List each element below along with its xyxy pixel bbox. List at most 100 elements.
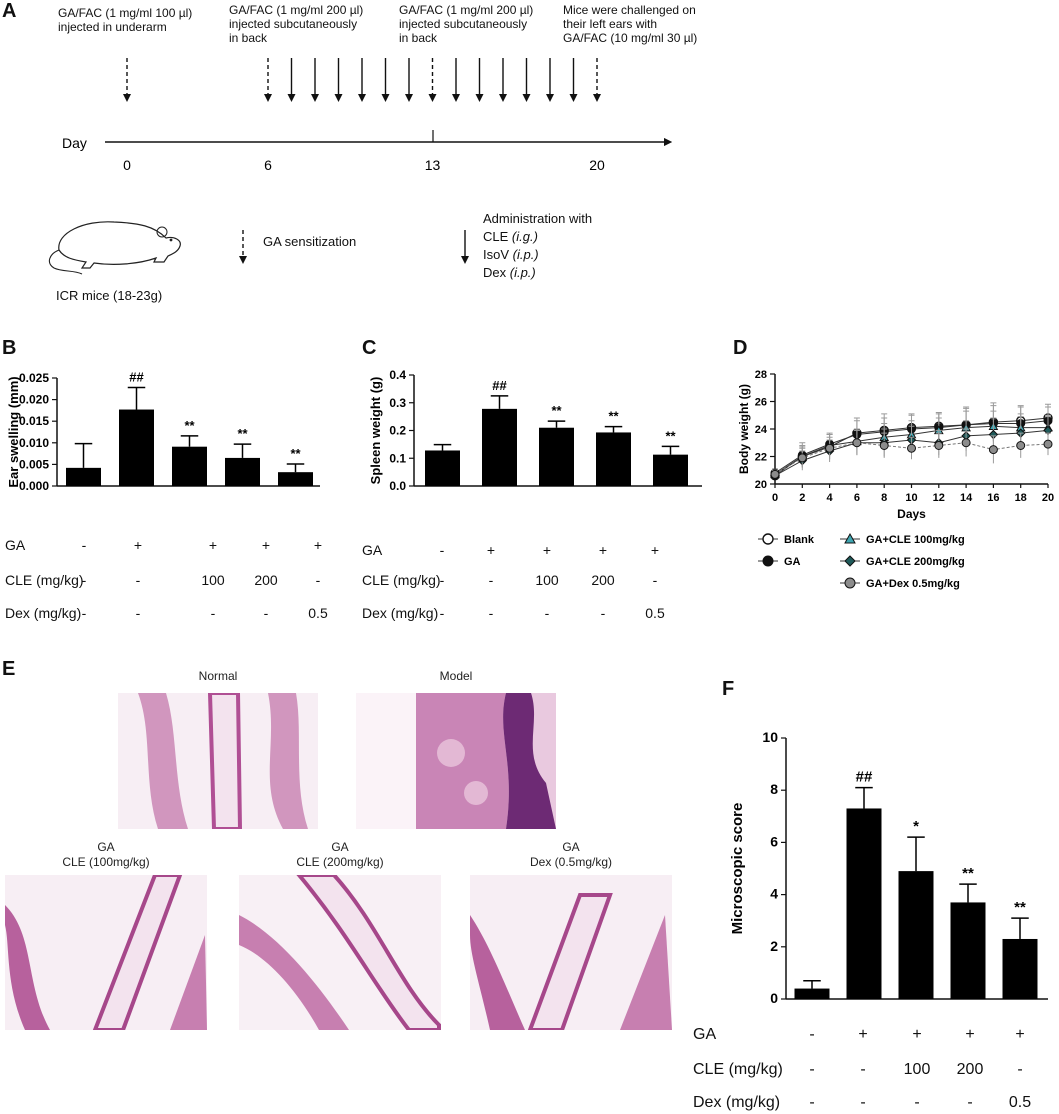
cond-dex-value: -: [967, 1094, 973, 1111]
cond-ga-value: +: [313, 537, 323, 553]
y-tick-label: 22: [755, 452, 767, 464]
legend-label: GA+CLE 200mg/kg: [866, 556, 965, 568]
timeline-day-label: Day: [62, 135, 87, 151]
cond-cle-value: -: [1017, 1061, 1023, 1078]
legend-item: GA: [758, 555, 801, 568]
administration-arrow: [475, 58, 484, 102]
cond-dex-value: -: [914, 1094, 920, 1111]
significance-label: ##: [129, 370, 144, 385]
y-axis-title: Microscopic score: [729, 803, 746, 935]
x-tick-label: 14: [960, 492, 973, 504]
cond-dex-value: -: [81, 605, 87, 621]
bar: [653, 454, 688, 486]
y-tick-label: 6: [770, 833, 778, 849]
legend-label: GA: [784, 556, 801, 568]
cond-row-label-ga: GA: [693, 1026, 717, 1043]
x-tick-label: 6: [854, 492, 860, 504]
admin-drug-name: IsoV: [483, 247, 510, 262]
administration-arrow: [334, 58, 343, 102]
data-point: [825, 443, 835, 453]
cond-dex-value: -: [809, 1094, 815, 1111]
series-line: [774, 442, 1049, 475]
significance-label: **: [237, 426, 248, 441]
significance-label: **: [608, 409, 619, 424]
bar: [898, 871, 934, 999]
x-tick-label: 20: [1042, 492, 1054, 504]
significance-label: **: [665, 428, 676, 443]
cond-dex-value: -: [544, 605, 550, 621]
x-tick-label: 2: [799, 492, 805, 504]
data-point: [1016, 441, 1026, 450]
cond-ga-value: +: [486, 542, 496, 558]
y-tick-label: 28: [755, 369, 767, 381]
bar: [950, 902, 986, 999]
cond-ga-value: +: [1015, 1026, 1025, 1043]
significance-label: **: [184, 418, 195, 433]
significance-label: **: [962, 865, 974, 882]
y-tick-label: 0.0: [389, 479, 406, 493]
x-tick-label: 18: [1015, 492, 1027, 504]
cond-row-label-ga: GA: [362, 542, 383, 558]
administration-arrow: [522, 58, 531, 102]
cond-cle-value: -: [135, 572, 141, 588]
cond-dex-value: -: [488, 605, 494, 621]
micrograph-dex: [470, 875, 672, 1030]
admin-drug-name: Dex: [483, 265, 507, 280]
x-tick-label: 8: [881, 492, 887, 504]
data-point: [988, 445, 998, 455]
x-tick-label: 10: [905, 492, 917, 504]
timeline-note-day0: GA/FAC (1 mg/ml 100 µl) injected in unde…: [58, 6, 193, 34]
data-point: [961, 438, 971, 448]
cond-cle-value: -: [81, 572, 87, 588]
histology-caption-dex: GA Dex (0.5mg/kg): [529, 840, 613, 869]
cond-row-label-cle: CLE (mg/kg): [5, 572, 84, 588]
legend-admin-item-cle: CLE (i.g.): [483, 229, 538, 244]
legend-solid-arrow: [461, 230, 469, 264]
cond-cle-value: 100: [201, 572, 225, 588]
y-tick-label: 0.2: [389, 424, 406, 438]
sensitization-arrow: [428, 58, 437, 102]
bar: [225, 457, 260, 486]
data-point: [797, 453, 807, 463]
sensitization-arrow: [264, 58, 272, 102]
cond-row-label-ga: GA: [5, 537, 26, 553]
bar: [1002, 938, 1038, 999]
legend-item: GA+CLE 100mg/kg: [840, 532, 965, 546]
admin-route: (i.p.): [512, 247, 539, 262]
administration-arrow: [358, 58, 366, 102]
cond-row-label-cle: CLE (mg/kg): [693, 1061, 783, 1078]
bar: [172, 446, 207, 486]
cond-ga-value: +: [598, 542, 608, 558]
cond-ga-value: +: [208, 537, 218, 553]
bar: [794, 988, 830, 999]
timeline-day-tick: 6: [264, 157, 272, 173]
administration-arrow: [287, 58, 296, 102]
legend-label: GA+Dex 0.5mg/kg: [866, 578, 960, 590]
y-tick-label: 0.005: [19, 457, 49, 471]
y-axis-title: Body weight (g): [737, 384, 751, 474]
administration-arrow: [452, 58, 460, 102]
cond-dex-value: -: [439, 605, 445, 621]
panel-label-b: B: [2, 337, 17, 359]
bar: [66, 467, 101, 486]
panel-label-a: A: [2, 0, 17, 22]
y-tick-label: 0: [770, 990, 778, 1006]
y-tick-label: 24: [755, 424, 768, 436]
y-tick-label: 0.020: [19, 393, 49, 407]
timeline-note-day13: GA/FAC (1 mg/ml 200 µl) injected subcuta…: [399, 3, 534, 45]
mouse-illustration: [48, 221, 181, 275]
cond-cle-value: -: [315, 572, 321, 588]
significance-label: **: [1014, 899, 1026, 916]
histology-caption-model: Model: [439, 669, 473, 683]
cond-ga-value: +: [261, 537, 271, 553]
cond-row-label-dex: Dex (mg/kg): [5, 605, 82, 621]
administration-arrow: [499, 58, 507, 102]
y-tick-label: 0.3: [389, 396, 406, 410]
y-tick-label: 4: [770, 886, 778, 902]
bar: [846, 808, 882, 999]
mouse-body-outline: [58, 221, 181, 269]
timeline-day-tick: 0: [123, 157, 131, 173]
cond-cle-value: 100: [903, 1061, 931, 1078]
